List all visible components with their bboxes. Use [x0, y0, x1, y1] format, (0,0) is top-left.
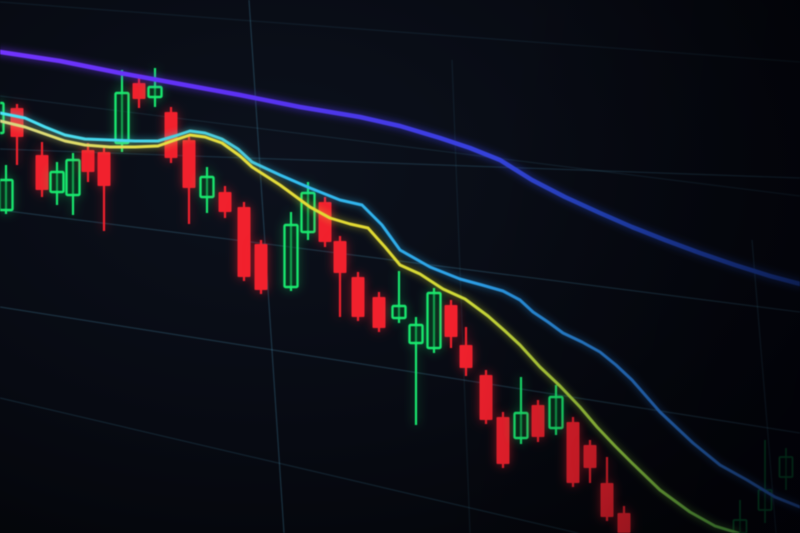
candle-body: [35, 155, 49, 190]
candle-body: [318, 202, 332, 242]
grid-line: [0, 306, 800, 434]
candle-body: [182, 140, 196, 188]
candle-down: [583, 440, 597, 483]
candle-body: [566, 422, 580, 483]
candle-up: [513, 377, 529, 444]
ma-line-yellow-glow: [0, 117, 742, 533]
candle-body: [49, 170, 65, 194]
candle-body: [0, 178, 14, 212]
candle-body: [254, 244, 268, 290]
candle-body: [496, 417, 510, 464]
candle-body: [351, 277, 365, 317]
candle-body: [218, 192, 232, 212]
candle-body: [479, 375, 493, 420]
grid-line: [0, 148, 800, 179]
candle-down: [254, 240, 268, 294]
candle-body: [531, 405, 545, 437]
candle-down: [318, 197, 332, 247]
candle-down: [531, 400, 545, 442]
candle-body: [513, 411, 529, 440]
candle-down: [182, 135, 196, 224]
candle-up: [391, 271, 407, 323]
candle-up: [548, 385, 564, 435]
candle-down: [496, 412, 510, 468]
candle-down: [479, 370, 493, 424]
candle-down: [333, 236, 347, 317]
candle-down: [351, 272, 365, 321]
candle-down: [237, 202, 251, 281]
candle-up: [49, 162, 65, 205]
candle-down: [97, 147, 111, 231]
grid-line: [0, 1, 800, 63]
candle-body: [372, 297, 386, 328]
candle-body: [81, 150, 95, 172]
candle-body: [132, 83, 146, 99]
candle-down: [218, 186, 232, 218]
candle-body: [147, 85, 163, 99]
grid-line: [0, 397, 581, 533]
candle-down: [566, 417, 580, 487]
candle-down: [444, 300, 458, 348]
candle-body: [97, 152, 111, 186]
candle-up: [408, 317, 424, 425]
ma-line-yellow: [0, 117, 742, 533]
candle-up: [426, 288, 442, 353]
candle-down: [372, 292, 386, 332]
candle-body: [600, 483, 614, 517]
candle-body: [283, 223, 299, 289]
candle-up: [147, 68, 163, 107]
candle-up: [65, 153, 81, 215]
candle-body: [199, 175, 215, 199]
candle-body: [459, 345, 473, 368]
candle-down: [617, 506, 631, 533]
candle-body: [617, 513, 631, 533]
candle-body: [444, 305, 458, 337]
candle-body: [237, 207, 251, 277]
ma-line-yellow-core: [0, 119, 740, 533]
candle-up: [283, 212, 299, 291]
candle-body: [114, 91, 130, 145]
candle-body: [333, 241, 347, 273]
candle-dim: [732, 500, 748, 533]
candle-up: [0, 165, 14, 214]
candle-down: [459, 327, 473, 376]
candle-down: [600, 457, 614, 521]
candle-body: [583, 445, 597, 468]
candle-up: [199, 167, 215, 213]
candle-dim: [778, 448, 794, 490]
candle-body: [426, 291, 442, 350]
candle-body: [548, 395, 564, 430]
candle-body: [778, 456, 794, 478]
candle-body: [391, 304, 407, 320]
candle-body: [65, 158, 81, 197]
candle-body: [408, 323, 424, 345]
